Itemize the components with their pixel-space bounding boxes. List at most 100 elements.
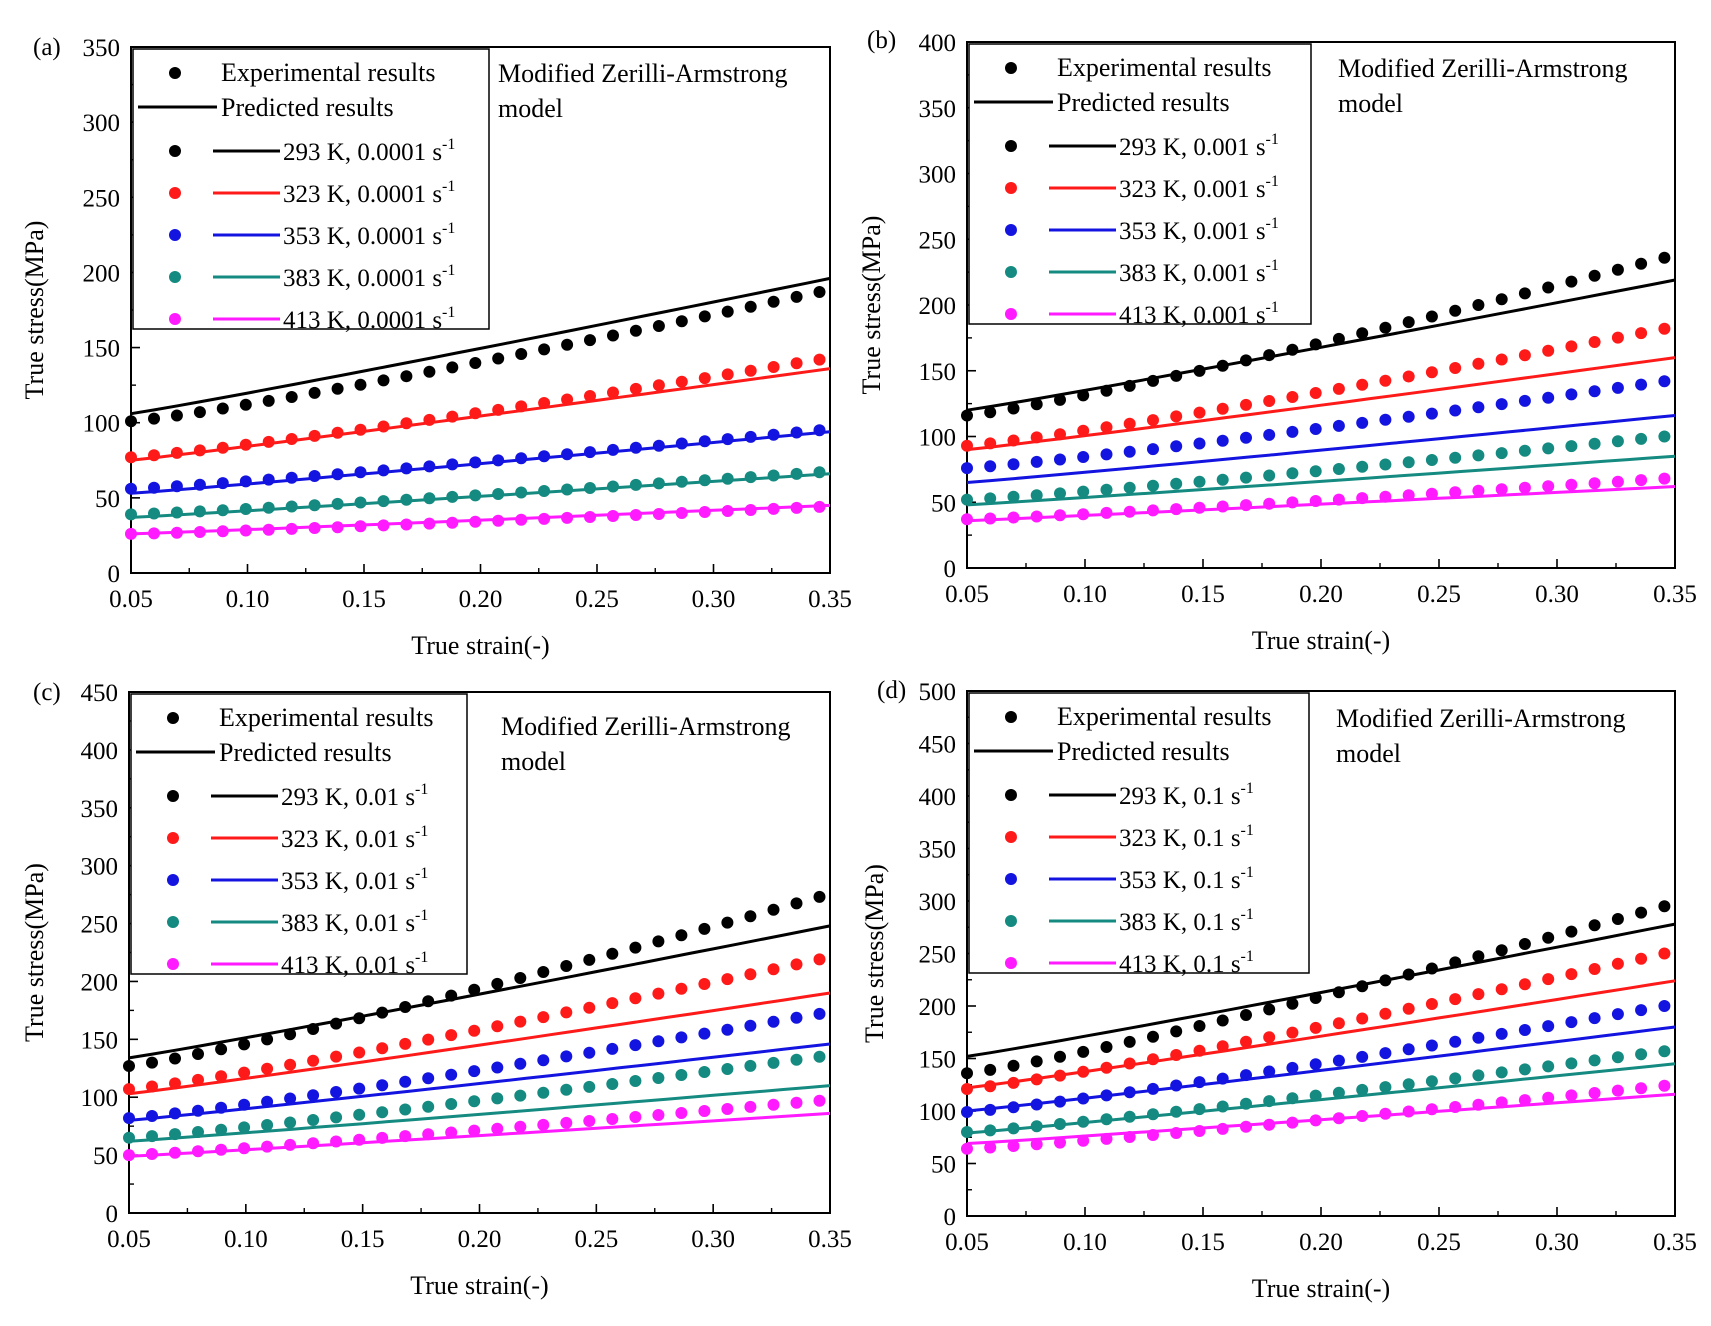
x-tick-label: 0.20 <box>1299 581 1343 608</box>
experimental-point <box>1077 485 1090 498</box>
experimental-point <box>961 1126 973 1138</box>
experimental-point <box>1518 1094 1531 1107</box>
experimental-point <box>1332 1054 1345 1067</box>
y-tick-label: 200 <box>83 260 121 287</box>
experimental-point <box>1147 1030 1159 1043</box>
y-tick-label: 0 <box>944 1204 957 1231</box>
experimental-point <box>239 503 252 515</box>
experimental-point <box>1495 1027 1508 1040</box>
model-annotation: Modified Zerilli-Armstrong <box>501 712 791 741</box>
experimental-point <box>445 989 458 1002</box>
x-tick-label: 0.35 <box>1653 581 1697 608</box>
experimental-point <box>1123 379 1136 392</box>
experimental-point <box>1309 338 1322 351</box>
legend-series-label: 383 K, 0.01 s-1 <box>281 907 428 937</box>
experimental-point <box>422 1072 435 1085</box>
x-tick-label: 0.35 <box>808 586 852 613</box>
experimental-point <box>790 1011 803 1024</box>
experimental-point <box>744 1100 757 1113</box>
experimental-point <box>583 1115 596 1127</box>
x-tick-label: 0.05 <box>109 586 153 613</box>
experimental-point <box>721 305 734 318</box>
experimental-point <box>744 910 757 923</box>
experimental-point <box>261 1140 274 1153</box>
experimental-point <box>1449 993 1462 1006</box>
predicted-line-293k <box>130 276 831 416</box>
experimental-point <box>1379 1047 1392 1060</box>
experimental-point <box>423 492 436 505</box>
experimental-point <box>1635 1082 1648 1095</box>
experimental-point <box>790 897 803 910</box>
x-tick-label: 0.10 <box>1063 581 1107 608</box>
chart-panel-2: 0.05 0.10 0.15 0.20 0.25 0.30 0.35 0 50 100 150 200… <box>20 679 852 1300</box>
y-tick-label: 200 <box>919 994 957 1021</box>
experimental-point <box>1216 434 1229 447</box>
x-tick-label: 0.35 <box>808 1226 852 1253</box>
legend-temp: 353 K <box>1119 218 1181 245</box>
legend-rate: 0.1 <box>1193 825 1224 852</box>
experimental-point <box>169 1052 181 1065</box>
experimental-point <box>1425 962 1438 975</box>
experimental-point <box>492 488 505 500</box>
experimental-point <box>148 481 160 494</box>
experimental-point <box>721 472 734 485</box>
legend-experimental-label: Experimental results <box>1057 53 1271 82</box>
experimental-point <box>192 1048 204 1060</box>
legend-experimental-marker <box>1005 711 1017 723</box>
experimental-point <box>1379 321 1392 334</box>
experimental-point <box>1123 505 1136 518</box>
experimental-point <box>1309 1114 1322 1127</box>
experimental-point <box>1449 1101 1462 1113</box>
legend-rate: 0.001 <box>1193 302 1249 329</box>
experimental-point <box>492 352 505 365</box>
legend-experimental-marker <box>167 712 179 724</box>
model-annotation-line2: model <box>498 94 563 123</box>
x-tick-label: 0.25 <box>574 1226 618 1253</box>
experimental-point <box>1658 472 1671 485</box>
experimental-point <box>1054 428 1066 441</box>
experimental-point <box>1240 431 1252 444</box>
experimental-point <box>1123 445 1136 458</box>
experimental-point <box>1588 269 1601 282</box>
y-tick-label: 0 <box>944 556 957 583</box>
experimental-point <box>514 1120 527 1133</box>
experimental-point <box>1588 437 1601 450</box>
experimental-point <box>984 1080 997 1093</box>
experimental-point <box>1240 1035 1252 1048</box>
x-axis-label: True strain(-) <box>410 1271 548 1300</box>
panel-label: (d) <box>877 677 906 704</box>
legend-temp: 293 K <box>1119 783 1181 810</box>
experimental-point <box>1425 310 1438 323</box>
experimental-point <box>1077 1045 1090 1058</box>
x-tick-label: 0.20 <box>459 586 503 613</box>
experimental-point <box>1356 460 1369 473</box>
y-tick-label: 400 <box>919 784 957 811</box>
experimental-point <box>1658 430 1671 443</box>
experimental-point <box>1123 1057 1136 1070</box>
experimental-point <box>1542 281 1555 294</box>
experimental-point <box>652 439 665 452</box>
experimental-point <box>125 451 137 464</box>
experimental-point <box>331 468 344 481</box>
y-tick-label: 300 <box>919 162 957 189</box>
experimental-point <box>423 413 436 426</box>
experimental-point <box>1611 913 1624 925</box>
experimental-point <box>560 1050 573 1063</box>
experimental-point <box>377 519 390 532</box>
experimental-point <box>1077 508 1090 521</box>
experimental-point <box>446 490 459 503</box>
experimental-point <box>538 397 551 409</box>
experimental-point <box>169 1077 181 1090</box>
experimental-point <box>215 1143 228 1156</box>
y-tick-label: 0 <box>106 1201 119 1228</box>
experimental-point <box>377 464 390 477</box>
experimental-point <box>400 462 413 475</box>
experimental-point <box>261 1095 274 1108</box>
y-tick-label: 100 <box>919 1099 957 1126</box>
experimental-point <box>652 1109 665 1121</box>
y-tick-label: 350 <box>81 796 119 823</box>
experimental-point <box>308 470 321 482</box>
experimental-point <box>148 412 160 425</box>
experimental-point <box>1077 451 1090 463</box>
experimental-point <box>629 1075 642 1087</box>
